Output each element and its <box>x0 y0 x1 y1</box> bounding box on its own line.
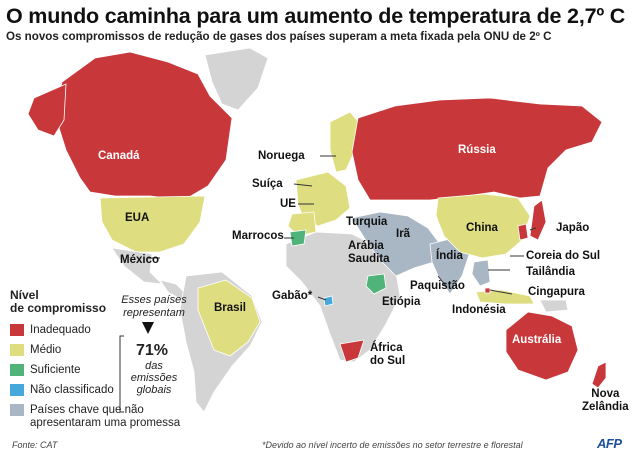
canada-shape <box>53 51 233 201</box>
label-brasil: Brasil <box>214 302 246 314</box>
label-marrocos: Marrocos <box>232 230 284 242</box>
legend-item-nao-prometeram: Países chave que não apresentaram uma pr… <box>10 404 230 429</box>
label-indonesia: Indonésia <box>452 304 506 316</box>
label-noruega: Noruega <box>258 150 305 162</box>
annotation-percent: 71% <box>136 342 169 359</box>
legend-item-inadequado: Inadequado <box>10 324 230 337</box>
legend-item-nao-classificado: Não classificado <box>10 384 230 397</box>
scandinavia-shape <box>329 111 363 173</box>
legend-label-nao-classificado: Não classificado <box>30 384 114 396</box>
papua-shape <box>539 299 569 313</box>
annotation-pointer <box>142 322 154 334</box>
singapore-shape <box>484 287 491 294</box>
annotation-subtext: das emissões globais <box>130 360 178 396</box>
legend-label-medio: Médio <box>30 344 62 356</box>
label-australia: Austrália <box>512 334 562 346</box>
japan-shape <box>529 199 547 241</box>
indonesia-shape <box>475 289 535 305</box>
swatch-medio <box>10 344 24 356</box>
label-turquia: Turquia <box>346 216 388 228</box>
label-gabao: Gabão* <box>272 290 313 302</box>
pointer-lines <box>148 155 537 301</box>
thailand-shape <box>471 259 491 287</box>
morocco-shape <box>289 229 307 247</box>
label-russia: Rússia <box>458 144 496 156</box>
legend-label-nao-prometeram: Países chave que não apresentaram uma pr… <box>30 404 181 429</box>
legend-item-suficiente: Suficiente <box>10 364 230 377</box>
china-shape <box>435 193 531 259</box>
legend-label-inadequado: Inadequado <box>30 324 91 336</box>
label-nova-zelandia: Nova Zelândia <box>582 388 629 413</box>
usa-shape <box>99 195 206 253</box>
annotation-heading: Esses países representam <box>121 294 187 319</box>
swatch-nao-prometeram <box>10 404 24 416</box>
label-india: Índia <box>436 250 463 262</box>
label-mexico: México <box>120 254 159 266</box>
south-africa-shape <box>339 339 365 363</box>
legend-label-suficiente: Suficiente <box>30 364 81 376</box>
australia-shape <box>505 311 579 381</box>
label-coreia: Coreia do Sul <box>526 250 601 262</box>
swatch-inadequado <box>10 324 24 336</box>
label-africa-do-sul: África do Sul <box>370 342 406 367</box>
footnote: *Devido ao nível incerto de emissões no … <box>262 440 523 450</box>
label-ira: Irã <box>396 228 411 240</box>
russia-shape <box>351 97 603 201</box>
alaska-shape <box>27 83 67 137</box>
label-paquistao: Paquistão <box>410 280 465 292</box>
label-suica: Suíça <box>252 178 283 190</box>
map-title: O mundo caminha para um aumento de tempe… <box>6 4 626 28</box>
iberia-shape <box>287 211 317 237</box>
korea-shape <box>517 223 529 241</box>
label-china: China <box>466 222 498 234</box>
source-note: Fonte: CAT <box>12 440 58 450</box>
swatch-suficiente <box>10 364 24 376</box>
label-arabia: Arábia Saudita <box>348 240 390 265</box>
legend-title: Nível de compromisso <box>10 288 107 315</box>
label-ue: UE <box>280 198 296 210</box>
label-cingapura: Cingapura <box>528 286 585 298</box>
label-canada: Canadá <box>98 150 140 162</box>
label-japao: Japão <box>556 222 590 234</box>
label-tailandia: Tailândia <box>526 266 575 278</box>
ethiopia-shape <box>365 273 387 295</box>
swatch-nao-classificado <box>10 384 24 396</box>
afp-logo: AFP <box>597 436 622 451</box>
mexico-shape <box>111 247 164 285</box>
new-zealand-shape <box>591 361 607 389</box>
map-subtitle: Os novos compromissos de redução de gase… <box>6 30 552 43</box>
brazil-shape <box>197 279 261 357</box>
legend-item-medio: Médio <box>10 344 230 357</box>
gabon-shape <box>323 295 334 307</box>
label-eua: EUA <box>125 212 150 224</box>
africa-shape <box>285 231 401 363</box>
greenland-shape <box>204 47 269 111</box>
annotation-bracket <box>119 335 124 413</box>
label-etiopia: Etiópia <box>382 296 421 308</box>
